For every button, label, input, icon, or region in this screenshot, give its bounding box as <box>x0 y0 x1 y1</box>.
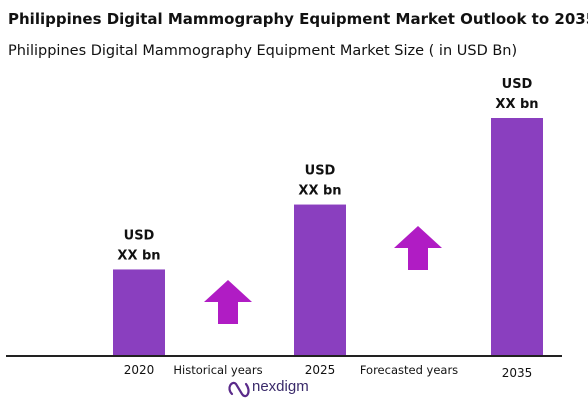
growth-arrow-icon <box>204 280 252 324</box>
period-label-0: Historical years <box>173 363 262 377</box>
period-label-1: Forecasted years <box>360 363 458 377</box>
x-tick-2025: 2025 <box>305 363 336 377</box>
chart-subtitle: Philippines Digital Mammography Equipmen… <box>8 43 518 59</box>
forecast-arrow-icon <box>394 226 442 270</box>
x-tick-2035: 2035 <box>502 366 533 380</box>
chart-title: Philippines Digital Mammography Equipmen… <box>8 10 588 28</box>
data-label-2035-0: USD <box>502 77 533 92</box>
bar-2020 <box>113 269 165 356</box>
bar-2035 <box>491 118 543 356</box>
nexdigm-logo-icon <box>228 381 250 398</box>
data-label-2025-1: XX bn <box>298 184 341 199</box>
nexdigm-logo: nexdigm <box>228 378 309 398</box>
x-tick-2020: 2020 <box>124 363 155 377</box>
data-label-2020-1: XX bn <box>117 248 160 263</box>
data-label-2020-0: USD <box>124 228 155 243</box>
bar-2025 <box>294 204 346 356</box>
data-label-2025-0: USD <box>305 164 336 179</box>
logo-text: nexdigm <box>252 378 309 395</box>
data-label-2035-1: XX bn <box>495 97 538 112</box>
